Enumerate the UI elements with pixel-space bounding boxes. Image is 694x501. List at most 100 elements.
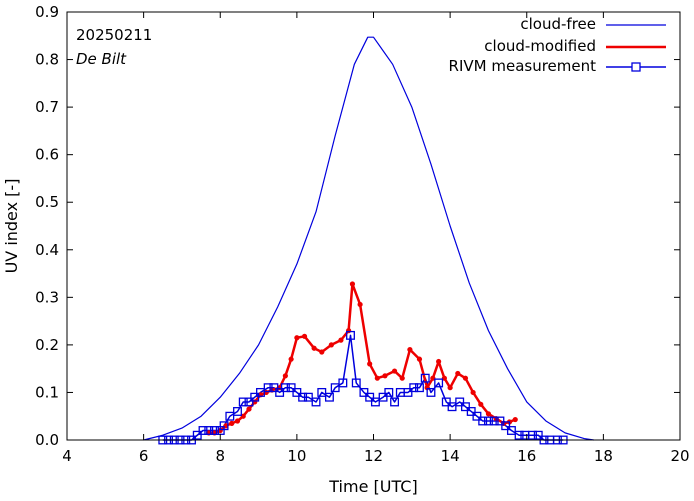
cloud-modified-point xyxy=(462,375,469,381)
x-tick-label: 4 xyxy=(62,447,72,465)
rivm-measurement-point xyxy=(447,402,457,412)
cloud-modified-point xyxy=(311,345,317,351)
rivm-measurement-point xyxy=(346,330,355,340)
rivm-measurement-point xyxy=(483,416,493,426)
x-tick-label: 12 xyxy=(364,447,383,465)
cloud-modified-point xyxy=(391,368,398,374)
cloud-modified-point xyxy=(382,373,388,379)
x-tick-label: 14 xyxy=(441,447,460,465)
rivm-measurement-point xyxy=(198,426,208,435)
legend-label-rivm-measurement: RIVM measurement xyxy=(449,57,597,75)
rivm-measurement-point xyxy=(359,387,369,397)
rivm-measurement-point xyxy=(210,426,219,435)
cloud-modified-point xyxy=(455,370,461,377)
cloud-modified-point xyxy=(512,416,518,423)
cloud-modified-point xyxy=(478,401,484,407)
cloud-modified-point xyxy=(470,389,476,396)
rivm-measurement-point xyxy=(233,407,242,416)
cloud-modified-point xyxy=(374,375,380,381)
rivm-measurement-point xyxy=(275,387,285,397)
cloud-modified-point xyxy=(399,375,405,381)
rivm-measurement-point xyxy=(238,397,248,407)
cloud-modified-point xyxy=(441,375,447,381)
rivm-measurement-point xyxy=(495,416,505,426)
rivm-measurement-point xyxy=(378,392,388,402)
rivm-measurement-point xyxy=(330,383,340,393)
cloud-modified-point xyxy=(282,373,288,379)
x-tick-label: 8 xyxy=(215,447,225,465)
axes: 4 6 8 10 12 14 16 18 20 0.0 0.1 0.2 0.3 0.4 0.5 0.6 0.7 0… xyxy=(35,3,689,465)
cloud-modified-point xyxy=(246,406,252,412)
date-label: 20250211 xyxy=(76,26,152,44)
legend: cloud-free cloud-modified RIVM measureme… xyxy=(449,15,666,75)
rivm-measurement-point xyxy=(478,416,488,426)
cloud-modified-point xyxy=(349,281,356,287)
rivm-measurement-point xyxy=(533,430,543,440)
rivm-measurement-point xyxy=(365,392,375,402)
rivm-measurement-point xyxy=(489,416,499,426)
plot-content xyxy=(143,36,594,445)
cloud-modified-point xyxy=(338,337,344,343)
rivm-measurement-point xyxy=(384,387,394,397)
rivm-measurement-point xyxy=(506,426,516,435)
rivm-measurement-point xyxy=(501,421,511,431)
rivm-measurement-point xyxy=(455,397,465,407)
cloud-modified-point xyxy=(294,335,300,341)
y-tick-label: 0.3 xyxy=(35,288,59,306)
cloud-modified-point xyxy=(234,418,241,424)
rivm-measurement-point xyxy=(324,392,334,402)
y-tick-label: 0.5 xyxy=(35,193,59,211)
cloud-modified-point xyxy=(407,347,413,353)
rivm-measurement-point xyxy=(311,397,321,407)
x-tick-label: 10 xyxy=(287,447,306,465)
rivm-measurement-point xyxy=(403,387,413,397)
legend-marker-rivm-measurement xyxy=(631,62,641,72)
rivm-measurement-point xyxy=(256,387,265,397)
legend-label-cloud-modified: cloud-modified xyxy=(484,37,596,55)
series-line-cloud-free xyxy=(143,36,594,441)
rivm-measurement-point xyxy=(390,397,400,407)
rivm-measurement-point xyxy=(472,411,482,421)
plot-frame xyxy=(66,11,681,441)
rivm-measurement-point xyxy=(317,387,327,397)
location-label: De Bilt xyxy=(76,50,127,68)
rivm-measurement-point xyxy=(460,402,470,412)
rivm-measurement-point xyxy=(269,383,279,393)
rivm-measurement-point xyxy=(426,387,436,397)
rivm-measurement-point xyxy=(225,411,235,421)
rivm-measurement-point xyxy=(528,430,537,440)
rivm-measurement-point xyxy=(286,383,296,393)
cloud-modified-point xyxy=(328,342,334,348)
y-tick-label: 0.1 xyxy=(35,383,59,401)
cloud-modified-point xyxy=(229,420,235,426)
x-axis-label: Time [UTC] xyxy=(328,477,417,496)
y-axis-label: UV index [-] xyxy=(2,179,21,274)
cloud-modified-point xyxy=(367,361,373,367)
rivm-measurement-point xyxy=(303,392,313,402)
rivm-measurement-point xyxy=(250,392,260,402)
legend-label-cloud-free: cloud-free xyxy=(520,15,596,33)
cloud-modified-point xyxy=(485,411,492,417)
rivm-measurement-point xyxy=(370,397,380,407)
x-tick-label: 16 xyxy=(517,447,536,465)
cloud-modified-point xyxy=(319,349,325,355)
x-tick-label: 20 xyxy=(670,447,689,465)
y-tick-label: 0.9 xyxy=(35,3,59,21)
rivm-measurement-point xyxy=(244,397,254,407)
rivm-measurement-point xyxy=(280,383,290,393)
y-tick-label: 0.2 xyxy=(35,336,59,354)
rivm-measurement-point xyxy=(263,383,273,393)
rivm-measurement-point xyxy=(441,397,451,407)
cloud-modified-point xyxy=(447,385,453,391)
rivm-measurement-point xyxy=(420,373,430,383)
x-tick-label: 6 xyxy=(139,447,149,465)
cloud-modified-point xyxy=(416,356,423,362)
cloud-modified-point xyxy=(301,333,308,339)
y-tick-label: 0.8 xyxy=(35,51,59,69)
rivm-measurement-point xyxy=(338,378,348,388)
cloud-modified-point xyxy=(436,358,442,365)
rivm-measurement-point xyxy=(415,383,424,393)
y-tick-label: 0.4 xyxy=(35,241,59,259)
rivm-measurement-point xyxy=(434,378,444,388)
